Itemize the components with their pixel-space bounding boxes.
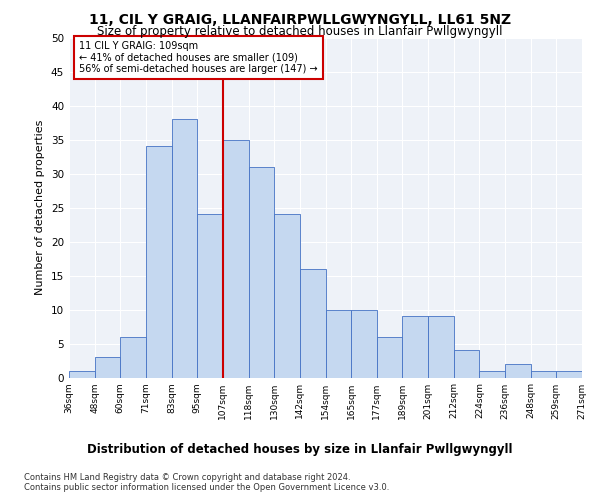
Bar bbox=[454, 350, 479, 378]
Bar bbox=[351, 310, 377, 378]
Bar bbox=[300, 268, 325, 378]
Y-axis label: Number of detached properties: Number of detached properties bbox=[35, 120, 46, 295]
Text: 11, CIL Y GRAIG, LLANFAIRPWLLGWYNGYLL, LL61 5NZ: 11, CIL Y GRAIG, LLANFAIRPWLLGWYNGYLL, L… bbox=[89, 12, 511, 26]
Bar bbox=[248, 166, 274, 378]
Text: 11 CIL Y GRAIG: 109sqm
← 41% of detached houses are smaller (109)
56% of semi-de: 11 CIL Y GRAIG: 109sqm ← 41% of detached… bbox=[79, 41, 318, 74]
Bar bbox=[403, 316, 428, 378]
Bar bbox=[556, 370, 582, 378]
Bar bbox=[505, 364, 531, 378]
Bar bbox=[223, 140, 248, 378]
Text: Size of property relative to detached houses in Llanfair Pwllgwyngyll: Size of property relative to detached ho… bbox=[97, 25, 503, 38]
Bar bbox=[274, 214, 300, 378]
Text: Contains HM Land Registry data © Crown copyright and database right 2024.
Contai: Contains HM Land Registry data © Crown c… bbox=[24, 472, 389, 492]
Bar bbox=[428, 316, 454, 378]
Bar bbox=[146, 146, 172, 378]
Text: Distribution of detached houses by size in Llanfair Pwllgwyngyll: Distribution of detached houses by size … bbox=[87, 442, 513, 456]
Bar bbox=[121, 336, 146, 378]
Bar bbox=[69, 370, 95, 378]
Bar bbox=[197, 214, 223, 378]
Bar bbox=[479, 370, 505, 378]
Bar bbox=[377, 336, 403, 378]
Bar bbox=[531, 370, 556, 378]
Bar bbox=[325, 310, 351, 378]
Bar bbox=[172, 119, 197, 378]
Bar bbox=[95, 357, 121, 378]
